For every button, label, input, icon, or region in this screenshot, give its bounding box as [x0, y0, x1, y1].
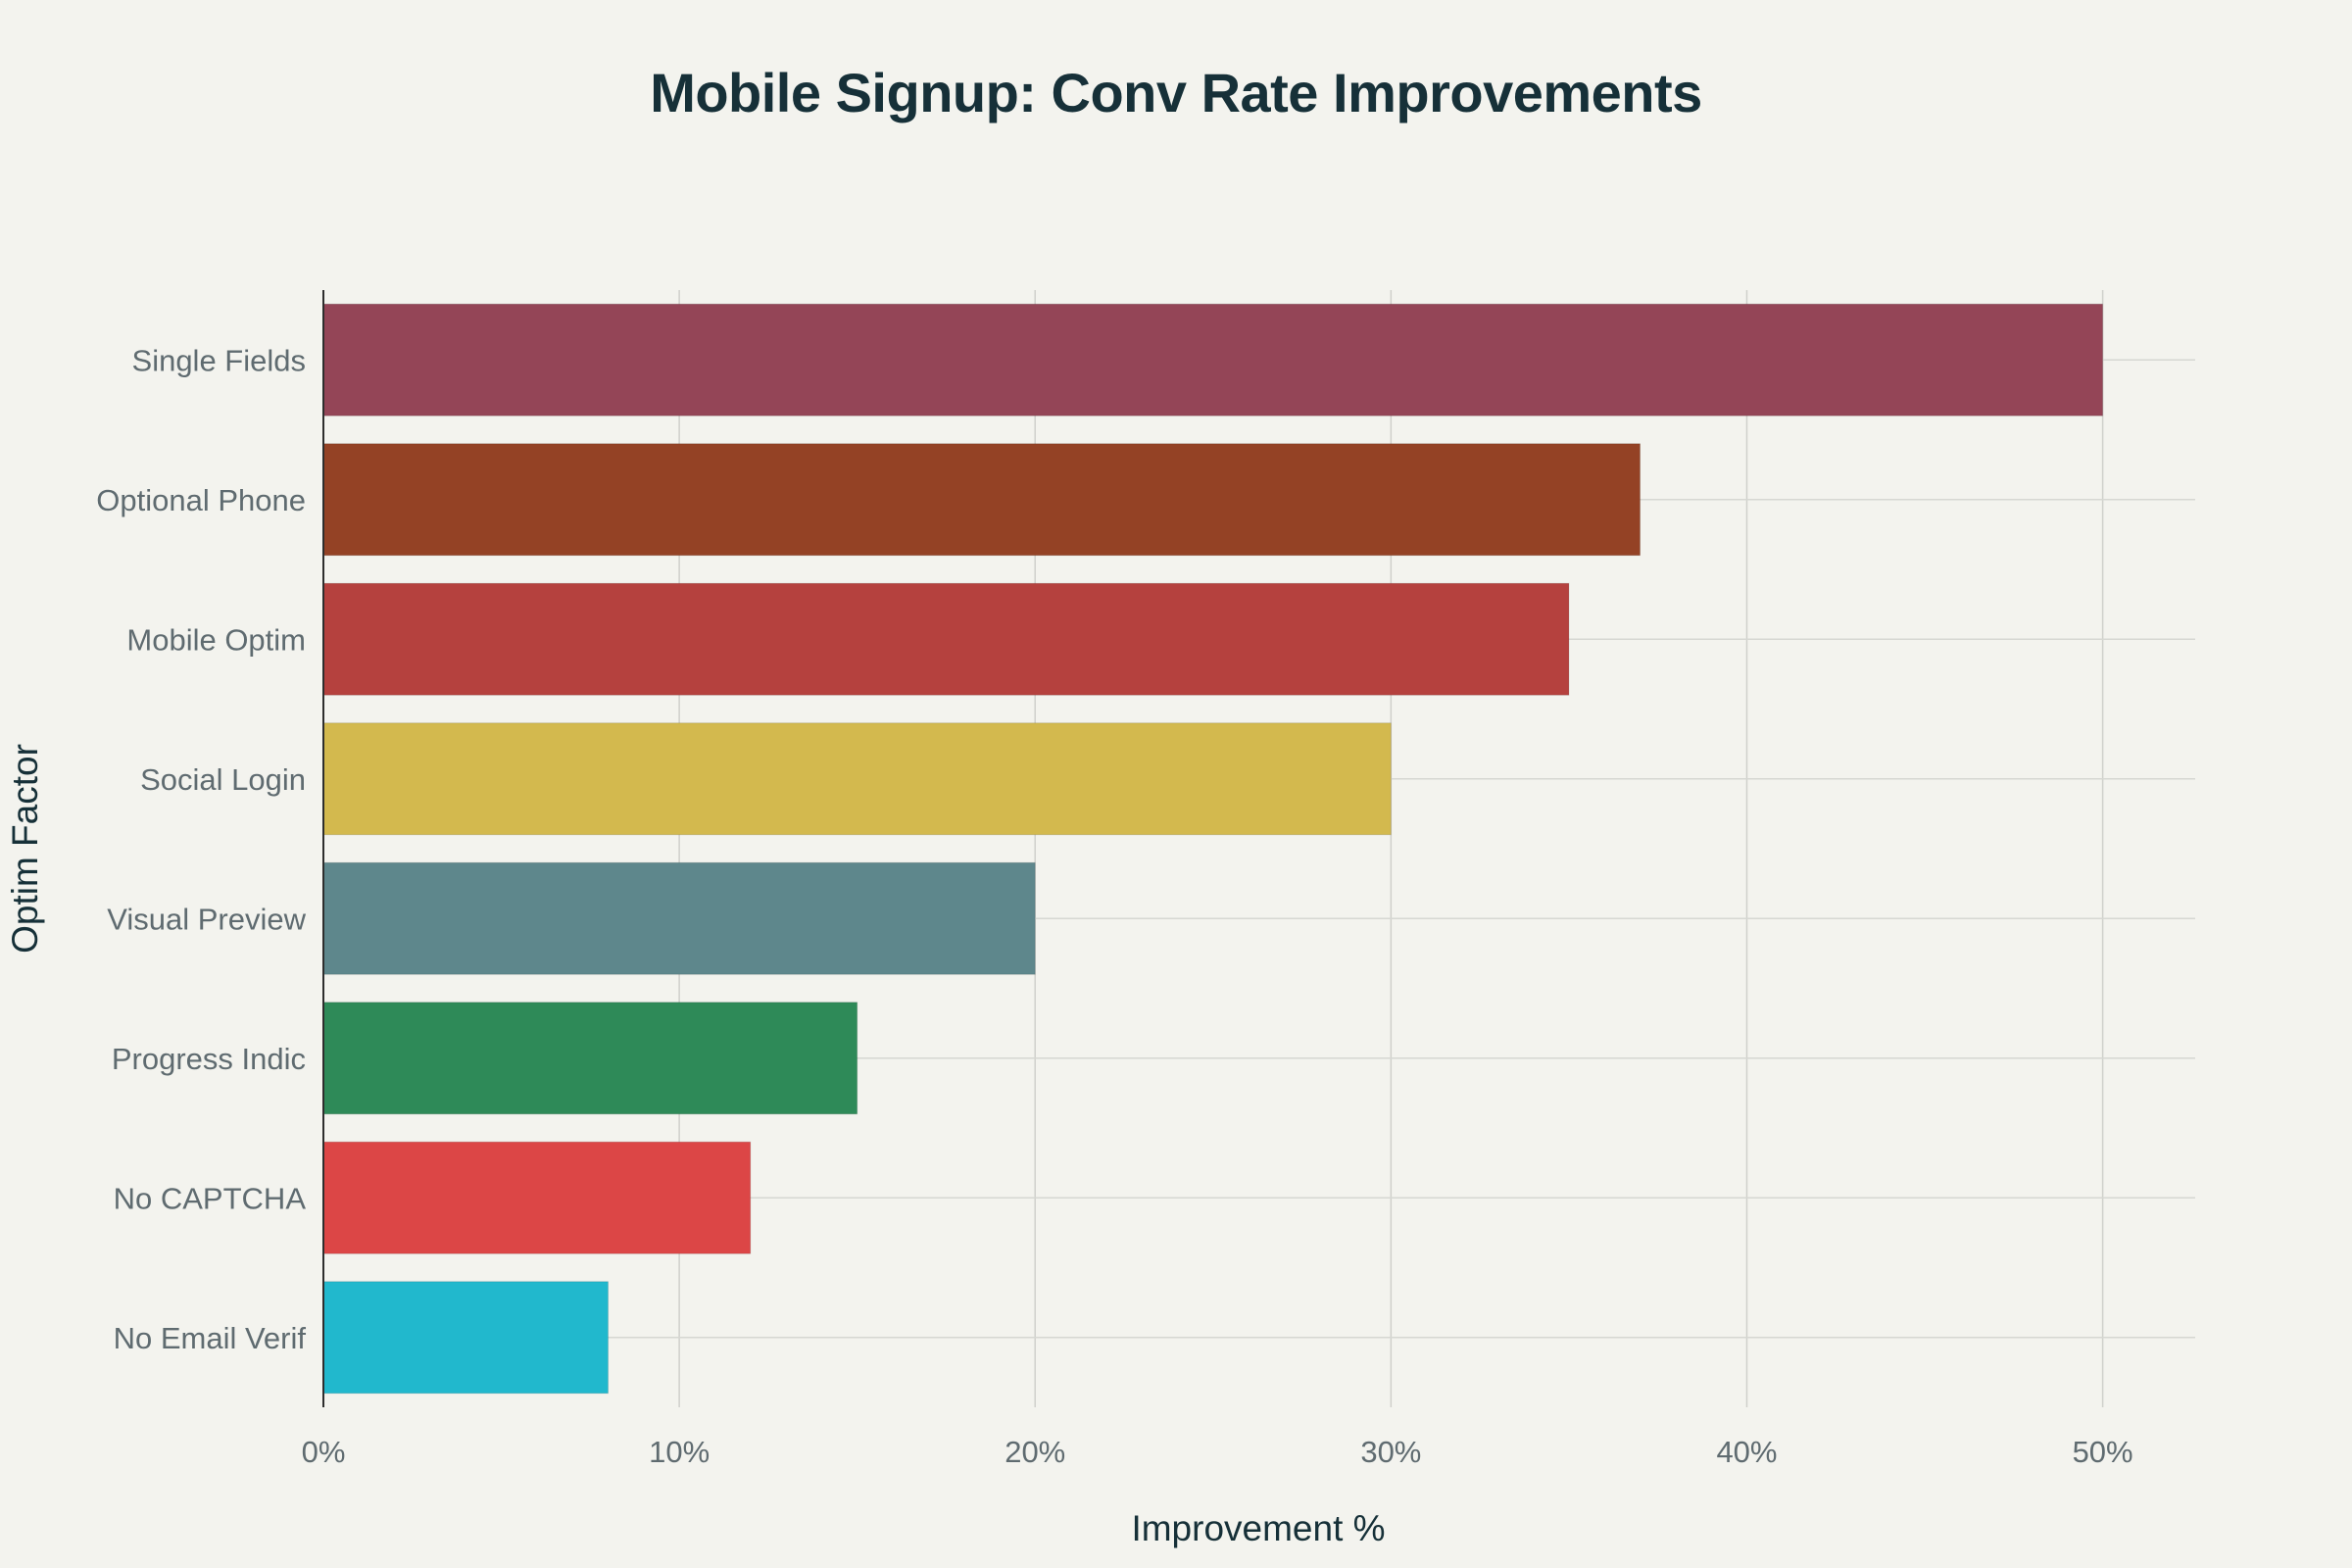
tick-labels: 0% 10% 20% 30% 40% 50% Single Fields Optional P… — [96, 343, 2132, 1469]
y-tick-label: No CAPTCHA — [114, 1181, 307, 1215]
bar — [322, 861, 1036, 975]
x-tick-label: 10% — [649, 1435, 710, 1469]
x-tick-label: 20% — [1004, 1435, 1065, 1469]
bar — [322, 1281, 609, 1395]
bar — [322, 582, 1570, 696]
x-tick-label: 40% — [1716, 1435, 1777, 1469]
bar — [322, 722, 1392, 836]
x-tick-label: 0% — [302, 1435, 346, 1469]
y-tick-label: Mobile Optim — [126, 622, 306, 657]
y-tick-label: Progress Indic — [112, 1042, 306, 1076]
bars — [322, 303, 2104, 1395]
x-tick-label: 30% — [1360, 1435, 1421, 1469]
bar — [322, 1002, 858, 1115]
chart-title: Mobile Signup: Conv Rate Improvements — [650, 62, 1702, 123]
bar — [322, 1141, 752, 1254]
y-axis-title: Optim Factor — [5, 744, 45, 954]
y-tick-label: No Email Verif — [114, 1321, 307, 1355]
bar — [322, 443, 1642, 557]
y-tick-label: Optional Phone — [96, 483, 306, 517]
y-tick-label: Single Fields — [132, 343, 306, 377]
y-tick-label: Visual Preview — [107, 902, 306, 936]
x-tick-label: 50% — [2073, 1435, 2133, 1469]
bar — [322, 303, 2104, 416]
x-axis-title: Improvement % — [1131, 1508, 1385, 1548]
y-tick-label: Social Login — [140, 762, 306, 797]
